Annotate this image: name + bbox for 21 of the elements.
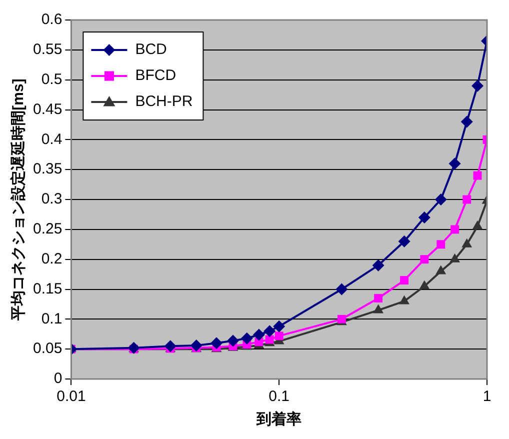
y-tick-label: 0.5 — [41, 70, 62, 88]
y-tick-label: 0.55 — [32, 41, 62, 58]
y-tick-label: 0.3 — [41, 190, 62, 208]
x-tick-label: 0.1 — [268, 388, 290, 406]
y-tick-label: 0.35 — [32, 160, 62, 178]
y-tick-label: 0.4 — [41, 130, 62, 148]
x-axis-title: 到着率 — [256, 410, 302, 428]
y-tick-label: 0.25 — [32, 220, 62, 238]
legend-label: BCD — [135, 41, 168, 58]
y-tick-label: 0.1 — [41, 310, 62, 328]
y-tick-label: 0.15 — [32, 280, 62, 298]
y-tick-label: 0.6 — [41, 11, 62, 28]
y-tick-label: 0.45 — [32, 100, 62, 118]
legend-label: BCH-PR — [135, 93, 193, 110]
x-tick-label: 1 — [482, 388, 492, 406]
y-tick-label: 0.05 — [32, 340, 62, 358]
y-tick-label: 0 — [54, 370, 62, 388]
y-axis-title: 平均コネクション設定遅延時間[ms] — [9, 78, 28, 322]
y-tick-label: 0.2 — [41, 250, 62, 268]
legend-label: BFCD — [135, 67, 176, 84]
x-tick-label: 0.01 — [56, 388, 86, 406]
